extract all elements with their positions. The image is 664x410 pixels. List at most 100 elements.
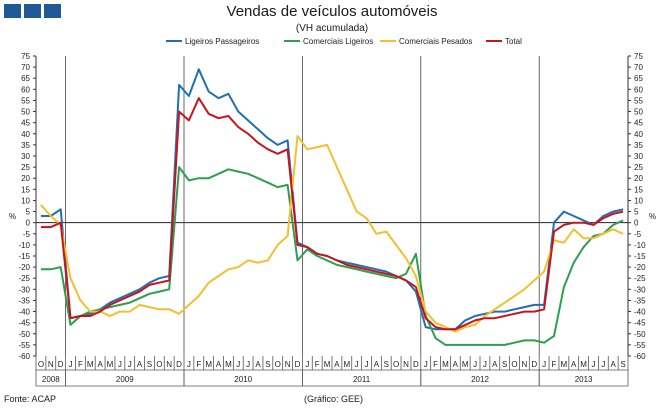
x-tick-label: M	[343, 360, 350, 369]
x-tick-label: M	[324, 360, 331, 369]
x-tick-label: J	[355, 360, 359, 369]
y-tick-label-left: -30	[18, 285, 30, 294]
y-tick-label-left: 45	[21, 119, 30, 128]
x-tick-label: N	[285, 360, 291, 369]
y-tick-label-left: -10	[18, 241, 30, 250]
x-tick-label: M	[87, 360, 94, 369]
y-tick-label-right: 35	[634, 141, 643, 150]
x-tick-label: O	[511, 360, 517, 369]
x-tick-label: J	[118, 360, 122, 369]
y-tick-label-right: 0	[634, 219, 639, 228]
x-tick-label: A	[137, 360, 143, 369]
year-label: 2008	[42, 375, 60, 384]
y-tick-label-left: -45	[18, 319, 30, 328]
y-tick-label-left: -5	[23, 230, 31, 239]
x-tick-label: N	[48, 360, 54, 369]
y-tick-label-right: -15	[634, 252, 646, 261]
x-tick-label: D	[531, 360, 537, 369]
series-line-ligeiros-passageiros	[40, 68, 624, 331]
x-tick-label: A	[611, 360, 617, 369]
x-tick-label: F	[78, 360, 83, 369]
y-tick-label-left: 50	[21, 108, 30, 117]
y-axis-label-right: %	[649, 212, 656, 221]
y-tick-label-right: 65	[634, 74, 643, 83]
x-tick-label: M	[107, 360, 114, 369]
y-tick-label-left: -40	[18, 308, 30, 317]
y-tick-label-right: 20	[634, 174, 643, 183]
y-tick-label-left: 70	[21, 63, 30, 72]
y-tick-label-left: -15	[18, 252, 30, 261]
x-tick-label: A	[492, 360, 498, 369]
y-tick-label-right: -10	[634, 241, 646, 250]
x-tick-label: M	[225, 360, 232, 369]
y-tick-label-left: 20	[21, 174, 30, 183]
y-tick-label-right: 70	[634, 63, 643, 72]
x-tick-label: M	[205, 360, 212, 369]
x-tick-label: M	[462, 360, 469, 369]
x-tick-label: J	[473, 360, 477, 369]
year-label: 2011	[353, 375, 371, 384]
year-label: 2010	[234, 375, 252, 384]
x-tick-label: D	[295, 360, 301, 369]
x-tick-label: S	[265, 360, 270, 369]
x-tick-label: N	[403, 360, 409, 369]
y-tick-label-left: 55	[21, 96, 30, 105]
legend-label: Comerciais Pesados	[399, 37, 472, 46]
x-tick-label: A	[216, 360, 222, 369]
y-tick-label-left: -25	[18, 274, 30, 283]
y-tick-label-right: 5	[634, 208, 639, 217]
x-tick-label: J	[236, 360, 240, 369]
y-tick-label-right: 25	[634, 163, 643, 172]
y-tick-label-right: -55	[634, 341, 646, 350]
y-axis-label-left: %	[9, 212, 16, 221]
y-tick-label-right: 60	[634, 85, 643, 94]
y-tick-label-left: 30	[21, 152, 30, 161]
x-tick-label: N	[522, 360, 528, 369]
logo-block	[4, 4, 21, 18]
y-tick-label-right: 75	[634, 52, 643, 61]
x-tick-label: M	[561, 360, 568, 369]
y-tick-label-left: 15	[21, 185, 30, 194]
y-tick-label-right: 15	[634, 185, 643, 194]
y-tick-label-left: -55	[18, 341, 30, 350]
legend-label: Total	[505, 37, 522, 46]
y-tick-label-right: 45	[634, 119, 643, 128]
y-tick-label-left: 75	[21, 52, 30, 61]
x-tick-label: J	[128, 360, 132, 369]
y-tick-label-right: -25	[634, 274, 646, 283]
x-tick-label: J	[69, 360, 73, 369]
series-line-comerciais-ligeiros	[40, 166, 624, 346]
x-tick-label: J	[591, 360, 595, 369]
y-tick-label-right: 55	[634, 96, 643, 105]
x-tick-label: J	[305, 360, 309, 369]
x-tick-label: F	[315, 360, 320, 369]
y-tick-label-right: 10	[634, 196, 643, 205]
x-tick-label: S	[502, 360, 507, 369]
chart-subtitle: (VH acumulada)	[295, 23, 369, 34]
logo-block	[44, 4, 61, 18]
x-tick-label: O	[393, 360, 399, 369]
x-tick-label: O	[38, 360, 44, 369]
year-label: 2013	[575, 375, 593, 384]
y-tick-label-left: 10	[21, 196, 30, 205]
x-tick-label: J	[483, 360, 487, 369]
chart-title: Vendas de veículos automóveis	[226, 3, 438, 20]
x-tick-label: O	[156, 360, 162, 369]
y-tick-label-right: -5	[634, 230, 642, 239]
y-tick-label-right: -40	[634, 308, 646, 317]
x-tick-label: J	[601, 360, 605, 369]
x-tick-label: A	[571, 360, 577, 369]
x-tick-label: O	[275, 360, 281, 369]
legend-label: Comerciais Ligeiros	[303, 37, 373, 46]
x-tick-label: A	[255, 360, 261, 369]
y-tick-label-left: -35	[18, 296, 30, 305]
x-tick-label: J	[246, 360, 250, 369]
x-tick-label: F	[196, 360, 201, 369]
x-tick-label: M	[442, 360, 449, 369]
x-tick-label: S	[620, 360, 625, 369]
y-tick-label-left: -50	[18, 330, 30, 339]
y-tick-label-right: -60	[634, 352, 646, 361]
y-tick-label-left: 5	[26, 208, 31, 217]
x-tick-label: J	[542, 360, 546, 369]
